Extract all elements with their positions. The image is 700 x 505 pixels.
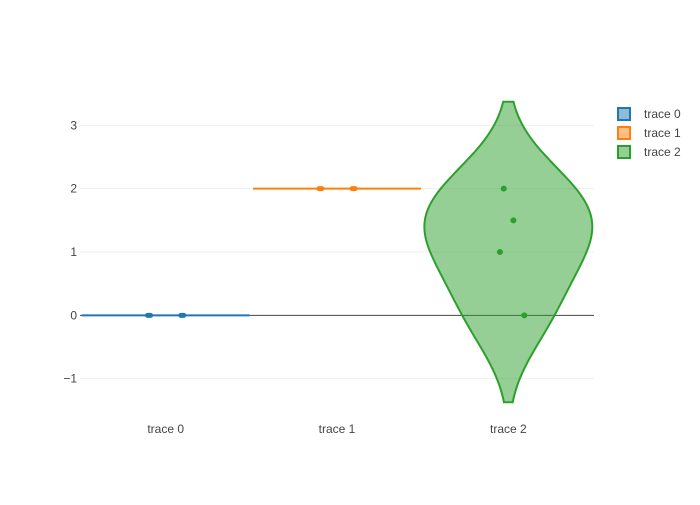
y-tick-label: 2 [70,182,77,196]
data-point[interactable] [510,217,517,224]
x-tick-label: trace 0 [147,422,184,436]
y-tick-label: 1 [70,245,77,259]
legend-item[interactable]: trace 1 [617,126,681,140]
y-axis: −1 0 1 2 3 [63,118,77,385]
violin-outline [423,100,594,404]
legend[interactable]: trace 0 trace 1 trace 2 [617,107,681,159]
violin-trace-0[interactable] [81,312,250,318]
x-tick-label: trace 2 [490,422,527,436]
legend-item[interactable]: trace 0 [617,107,681,121]
y-tick-label: 0 [70,308,77,322]
legend-label: trace 2 [644,145,681,159]
data-point[interactable] [521,312,528,319]
data-point[interactable] [145,312,154,318]
y-tick-label: 3 [70,118,77,132]
x-tick-label: trace 1 [319,422,356,436]
legend-label: trace 1 [644,126,681,140]
data-point[interactable] [496,249,503,255]
violin-trace-2[interactable] [423,100,594,404]
data-point[interactable] [349,186,358,192]
legend-swatch [617,145,631,159]
y-tick-label: −1 [63,372,77,386]
legend-label: trace 0 [644,107,681,121]
legend-swatch [617,126,631,140]
x-axis: trace 0 trace 1 trace 2 [147,422,527,436]
legend-swatch [617,107,631,121]
data-point[interactable] [316,186,325,192]
data-point[interactable] [178,312,187,318]
legend-item[interactable]: trace 2 [617,145,681,159]
violin-trace-1[interactable] [253,186,421,192]
violin-layer [81,100,594,404]
data-point[interactable] [500,185,507,192]
